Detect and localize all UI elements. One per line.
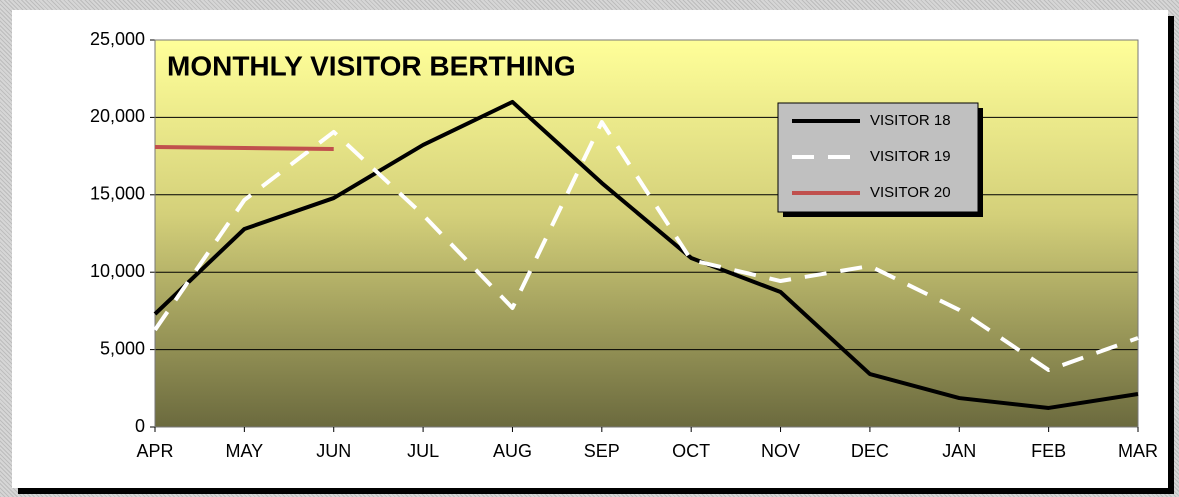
x-tick-label: SEP	[584, 441, 620, 461]
series-line	[154, 144, 334, 151]
chart-title: MONTHLY VISITOR BERTHING	[167, 50, 576, 81]
y-tick-label: 5,000	[100, 338, 145, 358]
x-tick-label: DEC	[851, 441, 889, 461]
legend-label: VISITOR 18	[870, 112, 951, 129]
x-tick-label: JUL	[407, 441, 439, 461]
y-tick-label: 15,000	[90, 184, 145, 204]
x-tick-label: MAY	[226, 441, 264, 461]
x-tick-label: OCT	[672, 441, 710, 461]
legend-label: VISITOR 20	[870, 184, 951, 201]
x-tick-label: MAR	[1118, 441, 1158, 461]
x-tick-label: JUN	[316, 441, 351, 461]
series-line	[153, 99, 1139, 410]
y-tick-label: 20,000	[90, 106, 145, 126]
y-tick-label: 25,000	[90, 29, 145, 49]
x-tick-label: FEB	[1031, 441, 1066, 461]
x-tick-label: APR	[136, 441, 173, 461]
legend-label: VISITOR 19	[870, 148, 951, 165]
plot-border	[154, 39, 1139, 428]
x-tick-label: NOV	[761, 441, 800, 461]
y-tick-label: 0	[135, 416, 145, 436]
series-line	[153, 120, 1139, 373]
x-tick-label: AUG	[493, 441, 532, 461]
y-tick-label: 10,000	[90, 261, 145, 281]
x-tick-label: JAN	[942, 441, 976, 461]
plot-area	[155, 40, 1138, 427]
